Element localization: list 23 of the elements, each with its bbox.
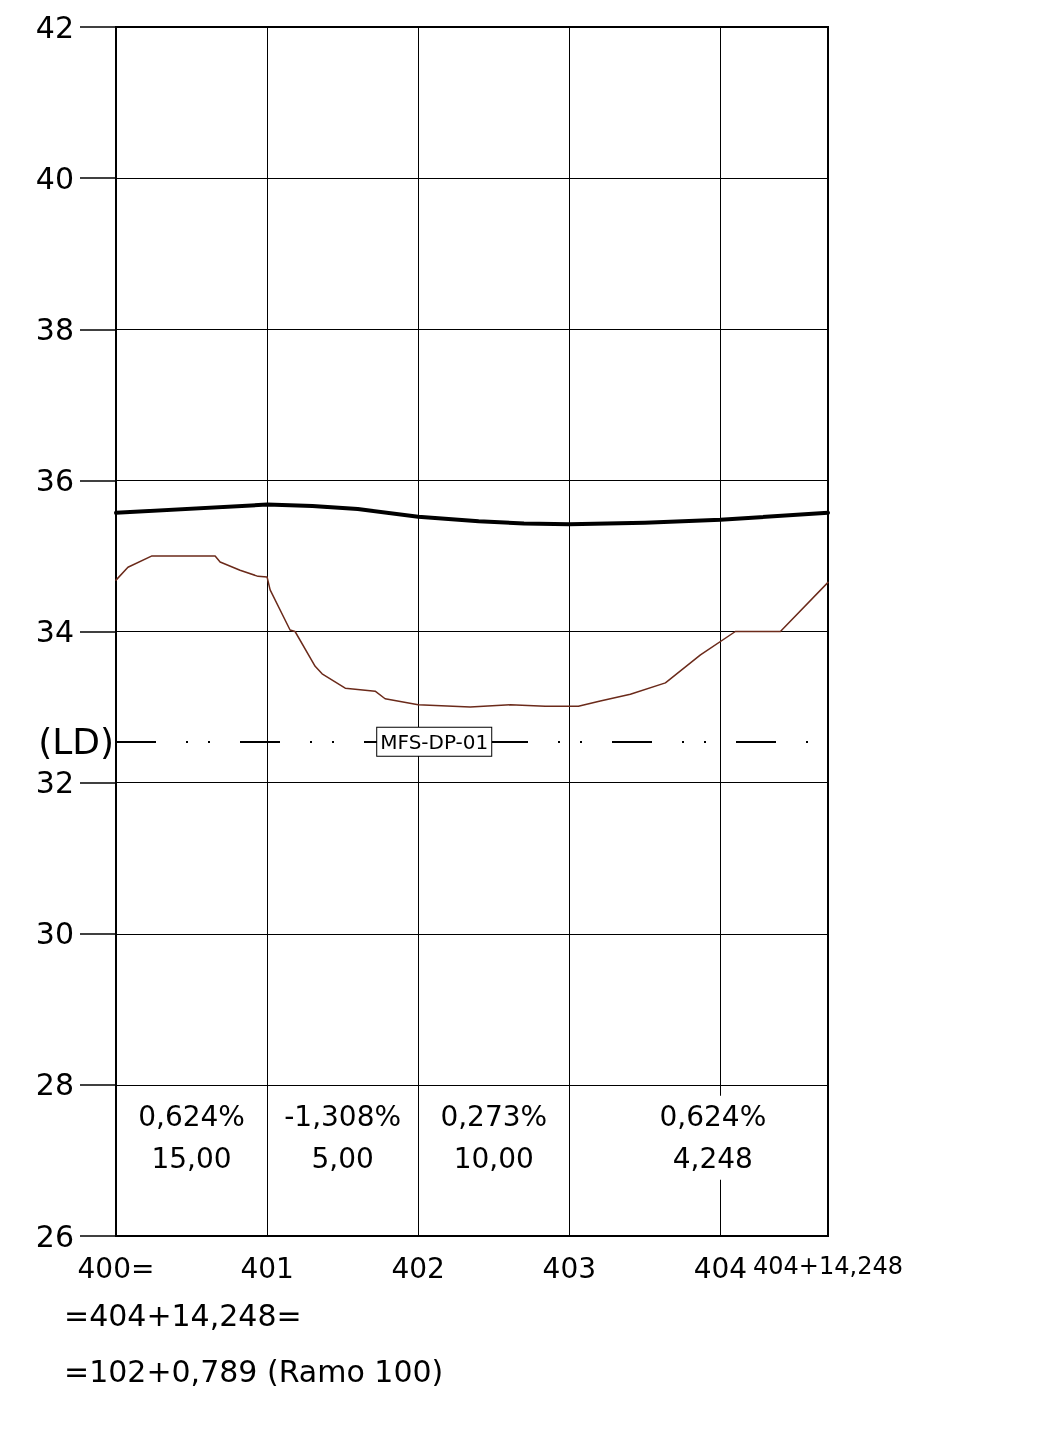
ref-line-label: MFS-DP-01	[380, 729, 489, 754]
annotation: (LD)	[38, 721, 114, 763]
y-tick-label: 28	[35, 1067, 74, 1103]
x-tick-label: 402	[391, 1251, 445, 1285]
y-tick-label: 32	[35, 765, 74, 801]
y-tick-label: 42	[35, 9, 74, 45]
x-tick-label: 400=	[77, 1251, 155, 1285]
y-tick-label: 26	[35, 1218, 74, 1254]
annotation: -1,308% 5,00	[284, 1100, 402, 1176]
y-tick-label: 30	[35, 916, 74, 952]
text: =404+14,248=	[64, 1297, 302, 1333]
x-tick-label: 404	[693, 1251, 748, 1285]
y-tick-label: 34	[35, 614, 74, 649]
text: =102+0,789 (Ramo 100)	[64, 1353, 444, 1389]
annotation: 0,273% 10,00	[440, 1100, 548, 1176]
y-tick-label: 40	[35, 160, 74, 196]
y-tick-label: 36	[35, 462, 74, 498]
annotation: 0,624% 4,248	[659, 1100, 767, 1176]
y-tick-label: 38	[35, 311, 74, 347]
x-tick-label: 403	[542, 1251, 597, 1285]
x-tick-label: 404+14,248	[753, 1252, 903, 1280]
annotation: 0,624% 15,00	[138, 1100, 245, 1176]
x-tick-label: 401	[240, 1251, 294, 1285]
